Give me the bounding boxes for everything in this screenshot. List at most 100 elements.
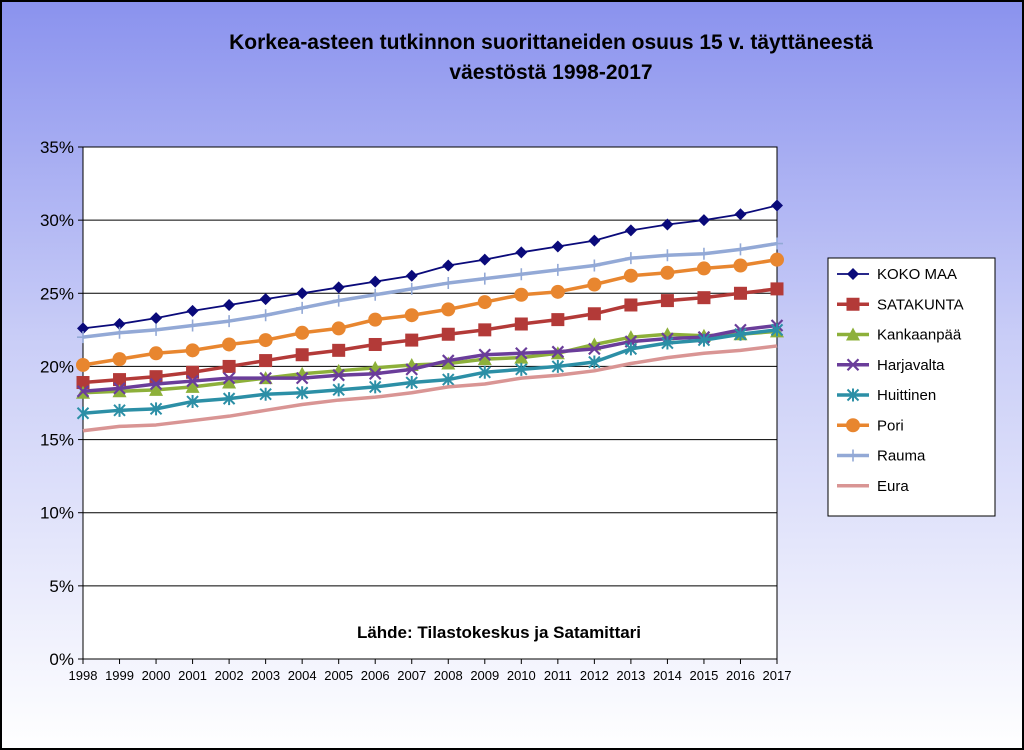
data-point [442, 277, 455, 290]
x-tick-label: 2010 [507, 668, 536, 683]
data-point [697, 291, 711, 305]
x-tick-label: 2013 [616, 668, 645, 683]
data-point [514, 350, 529, 364]
x-tick-label: 2006 [361, 668, 390, 683]
x-tick-label: 2014 [653, 668, 682, 683]
data-point [296, 301, 309, 314]
data-point [222, 371, 236, 385]
x-tick-label: 2007 [397, 668, 426, 683]
data-point [770, 282, 784, 296]
y-tick-label: 15% [40, 431, 74, 450]
data-point [186, 374, 199, 388]
data-point [259, 371, 272, 385]
legend-item: Eura [837, 478, 909, 495]
data-point [661, 249, 674, 262]
x-tick-label: 2001 [178, 668, 207, 683]
data-point [113, 318, 126, 331]
x-tick-label: 2008 [434, 668, 463, 683]
x-tick-label: 2016 [726, 668, 755, 683]
series-eura [82, 344, 778, 433]
legend-item: Rauma [837, 448, 926, 465]
series-line [82, 323, 778, 394]
data-point [259, 387, 272, 401]
series-line [82, 204, 778, 330]
data-point [112, 384, 127, 398]
y-tick-label: 0% [49, 650, 74, 669]
data-point [660, 265, 675, 280]
y-tick-label: 30% [40, 211, 74, 230]
legend-label: SATAKUNTA [877, 296, 964, 313]
data-point [185, 379, 200, 393]
data-point [405, 333, 419, 347]
data-point [771, 237, 783, 250]
data-point [441, 354, 455, 367]
data-point [770, 252, 784, 267]
x-tick-label: 2015 [689, 668, 718, 683]
x-tick-label: 1999 [105, 668, 134, 683]
legend-item: Kankaanpää [837, 327, 962, 344]
data-point [734, 208, 747, 221]
data-point [149, 377, 163, 391]
data-point [588, 342, 601, 356]
data-point [441, 327, 455, 341]
data-point [660, 294, 674, 308]
data-point [624, 224, 637, 237]
data-point [259, 354, 273, 368]
data-point [405, 269, 418, 282]
data-point [405, 282, 418, 295]
data-point [514, 287, 529, 302]
data-point [369, 380, 382, 394]
data-point [441, 356, 456, 370]
series-rauma [77, 237, 783, 344]
x-tick-label: 2005 [324, 668, 353, 683]
data-point [222, 375, 237, 389]
data-point [588, 259, 601, 272]
data-point [734, 327, 747, 341]
data-point [259, 309, 272, 322]
x-tick-label: 2003 [251, 668, 280, 683]
data-point [551, 359, 565, 373]
series-koko-maa [77, 199, 783, 335]
data-point [588, 234, 601, 247]
data-point [405, 376, 418, 390]
data-point [551, 263, 564, 276]
data-point [404, 308, 419, 323]
legend-label: Harjavalta [877, 357, 945, 374]
data-point [442, 259, 455, 272]
data-point [551, 345, 565, 359]
y-axis: 0% 5% 10% 15% 20% 25% 30% 35% [40, 138, 83, 669]
legend-item: Huittinen [837, 387, 936, 404]
data-point [771, 199, 783, 212]
data-point [515, 268, 528, 281]
data-point [770, 323, 784, 337]
data-point [295, 348, 309, 362]
data-point [223, 298, 236, 311]
data-point [733, 258, 748, 273]
x-tick-label: 2000 [142, 668, 171, 683]
data-point [478, 272, 491, 285]
data-point [222, 392, 236, 406]
data-point [733, 286, 747, 300]
data-point [551, 313, 565, 327]
data-point [441, 302, 456, 317]
y-tick-label: 25% [40, 284, 74, 303]
y-tick-label: 5% [49, 577, 74, 596]
data-point [295, 371, 309, 385]
plot-area [82, 146, 778, 660]
data-point [661, 336, 674, 350]
legend-marker [846, 297, 860, 311]
data-point [369, 288, 382, 301]
data-point [624, 298, 638, 312]
series-line [82, 328, 778, 415]
y-tick-label: 10% [40, 504, 74, 523]
data-point [185, 343, 200, 358]
data-point [295, 325, 310, 340]
data-point [186, 319, 199, 332]
data-point [515, 246, 528, 259]
y-tick-label: 35% [40, 138, 74, 157]
data-point [332, 294, 345, 307]
data-point [76, 406, 90, 420]
legend-item: Pori [837, 417, 904, 434]
